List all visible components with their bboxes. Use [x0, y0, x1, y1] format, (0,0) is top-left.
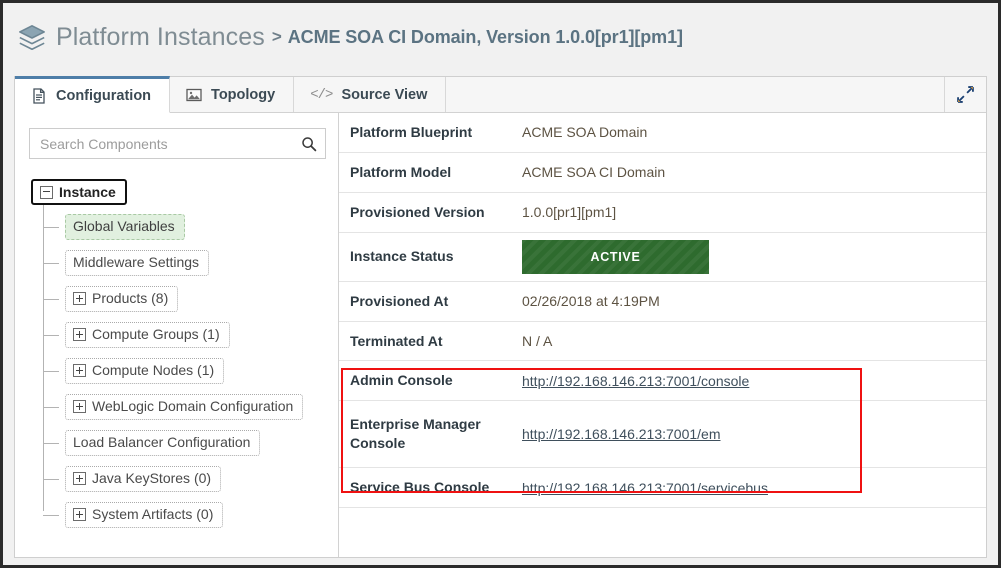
- table-row: Provisioned Version 1.0.0[pr1][pm1]: [339, 192, 986, 233]
- table-row: Enterprise Manager Console http://192.16…: [339, 401, 986, 468]
- breadcrumb-current: ACME SOA CI Domain, Version 1.0.0[pr1][p…: [287, 26, 683, 47]
- tree-node-java-keystores[interactable]: Java KeyStores (0): [65, 466, 222, 492]
- expand-diagonal-icon: [957, 86, 974, 103]
- components-sidebar: Instance Global Variables Middleware Set…: [15, 113, 339, 557]
- service-bus-console-link[interactable]: http://192.168.146.213:7001/servicebus: [522, 479, 768, 496]
- tree-item: Products (8): [43, 281, 326, 317]
- component-tree: Instance Global Variables Middleware Set…: [29, 179, 326, 533]
- row-value-cell: ACTIVE: [511, 232, 986, 281]
- expand-toggle-icon[interactable]: [73, 472, 86, 486]
- row-value: ACME SOA CI Domain: [522, 164, 666, 181]
- row-label: Service Bus Console: [350, 479, 490, 496]
- image-icon: [186, 88, 202, 101]
- search-input[interactable]: [30, 129, 325, 158]
- content-panel: Configuration Topology </> Source View: [14, 76, 987, 558]
- row-value: N / A: [522, 333, 553, 349]
- tree-node-middleware-settings[interactable]: Middleware Settings: [65, 250, 210, 276]
- tree-node-label: Instance: [59, 184, 116, 200]
- tree-node-label: Compute Nodes (1): [92, 362, 215, 379]
- tree-children: Global Variables Middleware Settings: [43, 205, 326, 533]
- row-label: Instance Status: [350, 248, 454, 265]
- tree-node-label: Java KeyStores (0): [92, 470, 212, 487]
- table-row: Instance Status ACTIVE: [339, 232, 986, 282]
- tree-node-label: Products (8): [92, 290, 169, 307]
- tab-bar: Configuration Topology </> Source View: [15, 76, 986, 113]
- code-brackets-icon: </>: [310, 86, 333, 103]
- tree-item: Global Variables: [43, 209, 326, 245]
- tree-item: Java KeyStores (0): [43, 461, 326, 497]
- row-label: Provisioned At: [350, 292, 449, 309]
- tree-node-label: Compute Groups (1): [92, 326, 220, 343]
- tab-topology[interactable]: Topology: [170, 77, 295, 112]
- row-label: Platform Blueprint: [350, 124, 473, 140]
- expand-toggle-icon[interactable]: [73, 508, 86, 522]
- expand-toggle-icon[interactable]: [73, 292, 86, 306]
- breadcrumb-separator: >: [271, 27, 282, 46]
- row-value-cell: http://192.168.146.213:7001/console: [511, 361, 986, 401]
- tree-node-compute-groups[interactable]: Compute Groups (1): [65, 322, 230, 348]
- row-value: ACME SOA Domain: [522, 124, 648, 141]
- admin-console-link[interactable]: http://192.168.146.213:7001/console: [522, 372, 750, 389]
- tree-node-products[interactable]: Products (8): [65, 286, 179, 312]
- layers-icon: [19, 25, 45, 51]
- tree-item: Compute Nodes (1): [43, 353, 326, 389]
- tree-node-system-artifacts[interactable]: System Artifacts (0): [65, 502, 224, 528]
- tree-node-global-variables[interactable]: Global Variables: [65, 214, 185, 240]
- collapse-toggle-icon[interactable]: [40, 185, 53, 199]
- row-label: Enterprise Manager Console: [350, 416, 481, 452]
- tree-node-label: Load Balancer Configuration: [73, 434, 251, 451]
- tab-label: Topology: [211, 86, 276, 103]
- document-icon: [33, 87, 45, 104]
- tree-node-label: System Artifacts (0): [92, 506, 214, 523]
- table-row: Admin Console http://192.168.146.213:700…: [339, 361, 986, 401]
- expand-toggle-icon[interactable]: [73, 400, 86, 414]
- table-row: Service Bus Console http://192.168.146.2…: [339, 468, 986, 508]
- tree-trunk-line: [43, 205, 44, 511]
- breadcrumb-root[interactable]: Platform Instances: [56, 22, 265, 51]
- tree-item: System Artifacts (0): [43, 497, 326, 533]
- tree-node-load-balancer-configuration[interactable]: Load Balancer Configuration: [65, 430, 261, 456]
- expand-panel-button[interactable]: [945, 77, 986, 112]
- tree-node-compute-nodes[interactable]: Compute Nodes (1): [65, 358, 225, 384]
- tab-label: Source View: [341, 86, 428, 103]
- row-label: Admin Console: [350, 372, 453, 389]
- panel-body: Instance Global Variables Middleware Set…: [15, 113, 986, 557]
- instance-details-pane: Platform Blueprint ACME SOA Domain Platf…: [339, 113, 986, 557]
- instance-details-table: Platform Blueprint ACME SOA Domain Platf…: [339, 113, 986, 508]
- table-row: Platform Blueprint ACME SOA Domain: [339, 113, 986, 153]
- expand-toggle-icon[interactable]: [73, 364, 86, 378]
- tree-node-label: Global Variables: [73, 218, 175, 235]
- tree-item: Compute Groups (1): [43, 317, 326, 353]
- search-components-field[interactable]: [29, 128, 326, 159]
- tree-node-label: Middleware Settings: [73, 254, 200, 271]
- row-label: Terminated At: [350, 332, 443, 349]
- table-row: Provisioned At 02/26/2018 at 4:19PM: [339, 281, 986, 322]
- tab-source-view[interactable]: </> Source View: [294, 77, 447, 112]
- row-label: Provisioned Version: [350, 203, 485, 220]
- row-value-cell: http://192.168.146.213:7001/em: [511, 401, 986, 468]
- tree-item: Load Balancer Configuration: [43, 425, 326, 461]
- tree-node-weblogic-domain-configuration[interactable]: WebLogic Domain Configuration: [65, 394, 304, 420]
- row-label: Platform Model: [350, 163, 452, 180]
- tree-node-instance[interactable]: Instance: [31, 179, 127, 205]
- status-badge: ACTIVE: [522, 239, 709, 274]
- tree-node-label: WebLogic Domain Configuration: [92, 398, 294, 415]
- tab-label: Configuration: [56, 87, 152, 104]
- page-header: Platform Instances > ACME SOA CI Domain,…: [3, 3, 998, 71]
- tab-bar-spacer: [446, 77, 945, 112]
- expand-toggle-icon[interactable]: [73, 328, 86, 342]
- enterprise-manager-console-link[interactable]: http://192.168.146.213:7001/em: [522, 426, 721, 443]
- row-value: 1.0.0[pr1][pm1]: [522, 204, 617, 221]
- tree-item: WebLogic Domain Configuration: [43, 389, 326, 425]
- table-row: Terminated At N / A: [339, 321, 986, 361]
- tree-item: Middleware Settings: [43, 245, 326, 281]
- row-value: 02/26/2018 at 4:19PM: [522, 293, 660, 310]
- row-value-cell: http://192.168.146.213:7001/servicebus: [511, 468, 986, 508]
- table-row: Platform Model ACME SOA CI Domain: [339, 152, 986, 193]
- tab-configuration[interactable]: Configuration: [15, 76, 171, 113]
